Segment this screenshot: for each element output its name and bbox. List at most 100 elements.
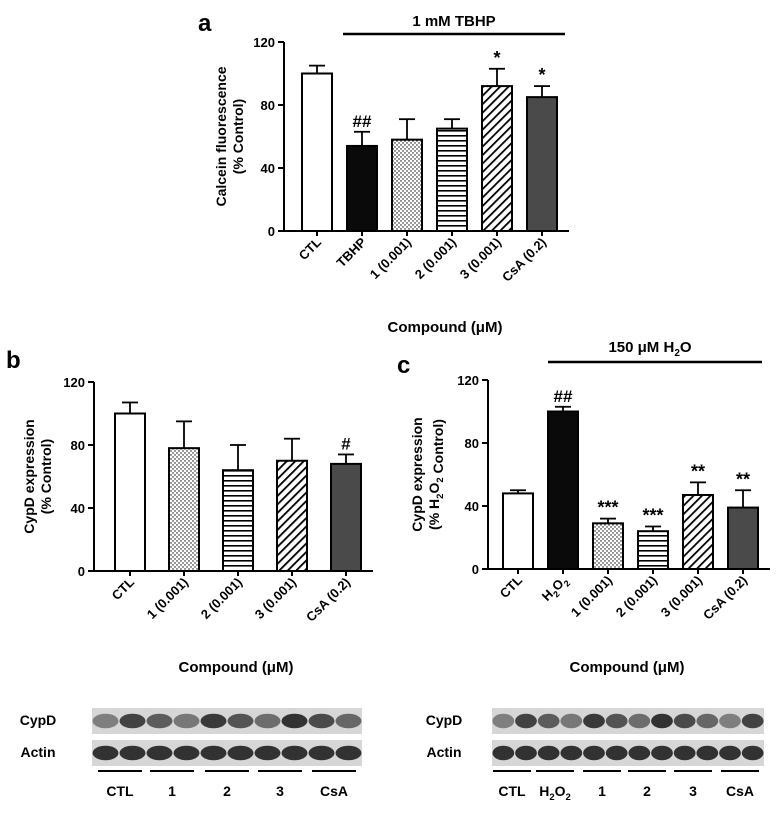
bar [222, 469, 254, 573]
x-tick-label: 2 (0.001) [613, 573, 660, 620]
blot-row-label: CypD [20, 712, 57, 728]
y-tick-label: 80 [465, 436, 479, 451]
x-tick-label: CTL [109, 574, 138, 603]
label-fragment: Calcein fluorescence [213, 66, 229, 206]
bar [346, 144, 378, 232]
label-fragment: 2 [223, 783, 231, 799]
label-fragment: 2 [549, 792, 554, 803]
x-tick-label: CsA (0.2) [700, 573, 750, 623]
x-tick-label: 2 (0.001) [412, 235, 459, 282]
y-tick-label: 0 [78, 564, 85, 579]
blot-row-label: Actin [427, 744, 462, 760]
x-tick-label: 3 (0.001) [658, 573, 705, 620]
y-axis-label-line: (% Control) [38, 439, 54, 514]
y-axis-label-line: (% Control) [230, 99, 246, 174]
blot-texture [492, 740, 764, 766]
label-fragment: (% [426, 509, 442, 530]
label-fragment: O [555, 783, 566, 799]
bar [301, 72, 333, 232]
blot-group-label: CsA [320, 783, 348, 799]
label-fragment: CypD expression [21, 419, 37, 533]
label-fragment: 2 [643, 783, 651, 799]
blot-group-label: 1 [168, 783, 176, 799]
label-fragment: 3 (0.001) [252, 575, 299, 622]
label-fragment: 1 (0.001) [367, 235, 414, 282]
label-fragment: 3 (0.001) [457, 235, 504, 282]
significance-label: * [538, 65, 545, 85]
label-fragment: CypD expression [409, 417, 425, 531]
bar [168, 447, 200, 572]
label-fragment: CTL [498, 783, 526, 799]
x-tick-label: CTL [296, 234, 325, 263]
label-fragment: CsA (0.2) [499, 235, 549, 285]
panel-letter-b: b [6, 347, 21, 374]
bar [481, 85, 513, 232]
significance-label: ** [736, 469, 750, 489]
label-fragment: CsA (0.2) [700, 573, 750, 623]
label-fragment: 3 [689, 783, 697, 799]
label-fragment: CTL [497, 572, 526, 601]
x-tick-label: TBHP [333, 234, 369, 270]
blot-group-label: H2O2 [539, 783, 571, 803]
blot-group-label: 1 [598, 783, 606, 799]
y-axis-label: Calcein fluorescence(% Control) [213, 66, 246, 206]
blot-group-label: 3 [276, 783, 284, 799]
label-fragment: H [426, 499, 442, 509]
treatment-label-c: 150 μM H2O [608, 339, 691, 359]
significance-label: ## [554, 387, 573, 406]
blot-row-label: CypD [426, 712, 463, 728]
x-tick-label: 1 (0.001) [367, 235, 414, 282]
significance-label: *** [642, 505, 663, 525]
y-tick-label: 40 [465, 499, 479, 514]
blot-texture [492, 708, 764, 734]
y-axis-label: CypD expression(% Control) [21, 419, 54, 533]
chart-panel-b: 0 40 80 120 CypD expression(% Control) CTL 1 (… [21, 375, 373, 676]
x-axis-label: Compound (μM) [179, 659, 294, 676]
blot-texture [92, 708, 362, 734]
bar [276, 459, 308, 572]
label-fragment: TBHP [333, 234, 369, 270]
label-fragment: 3 (0.001) [658, 573, 705, 620]
bar [637, 530, 669, 571]
x-tick-label: H2O2 [539, 572, 573, 606]
x-tick-label: CsA (0.2) [499, 235, 549, 285]
bar [114, 412, 146, 572]
label-fragment: 1 [598, 783, 606, 799]
x-axis-label: Compound (μM) [570, 659, 685, 676]
label-fragment: 2 [435, 494, 446, 499]
y-tick-label: 0 [268, 224, 275, 239]
bar [727, 506, 759, 571]
blot-group-label: CTL [106, 783, 134, 799]
label-fragment: CsA [320, 783, 348, 799]
label-fragment: (% Control) [230, 99, 246, 174]
panel-letter-c: c [397, 352, 410, 379]
label-fragment: O [426, 483, 442, 494]
bar [502, 492, 534, 570]
label-fragment: CsA [726, 783, 754, 799]
y-tick-label: 40 [261, 161, 275, 176]
x-axis-label: Compound (μM) [388, 319, 503, 336]
y-axis-label-line: CypD expression [409, 417, 425, 531]
y-axis-label-line: CypD expression [21, 419, 37, 533]
label-fragment: CTL [106, 783, 134, 799]
western-blot-b: CypD Actin CTL 1 2 3 CsA [20, 708, 362, 799]
western-blot-c: CypD Actin CTL H2O2 1 2 3 CsA [426, 708, 764, 803]
y-tick-label: 40 [71, 501, 85, 516]
label-fragment: CTL [296, 234, 325, 263]
label-fragment: CsA (0.2) [303, 575, 353, 625]
bar [330, 462, 362, 572]
label-fragment: 2 (0.001) [198, 575, 245, 622]
blot-texture [92, 740, 362, 766]
label-fragment: 2 [435, 477, 446, 482]
label-fragment: H [539, 783, 549, 799]
significance-label: ** [691, 461, 705, 481]
bar [592, 522, 624, 571]
bar [547, 410, 579, 570]
label-fragment: 2 [562, 578, 573, 589]
y-tick-label: 80 [71, 438, 85, 453]
y-tick-label: 120 [253, 35, 275, 50]
label-fragment: 2 (0.001) [613, 573, 660, 620]
y-axis-label: CypD expression(% H2O2 Control) [409, 417, 446, 531]
